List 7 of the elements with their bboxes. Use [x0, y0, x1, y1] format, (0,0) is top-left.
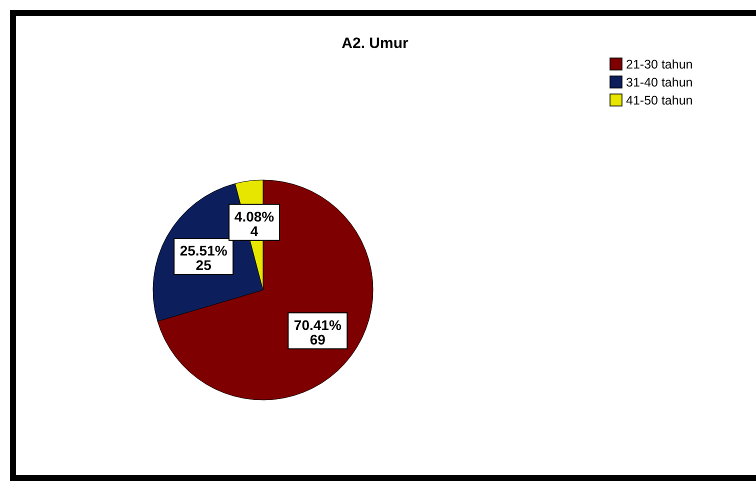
- legend-label: 31-40 tahun: [626, 76, 693, 90]
- legend-label: 21-30 tahun: [626, 58, 693, 72]
- data-label: 25.51% 25: [180, 242, 228, 274]
- data-label: 4.08% 4: [234, 208, 275, 240]
- data-label: 70.41% 69: [294, 316, 342, 348]
- chart-title: A2. Umur: [342, 35, 408, 52]
- legend-label: 41-50 tahun: [626, 94, 693, 108]
